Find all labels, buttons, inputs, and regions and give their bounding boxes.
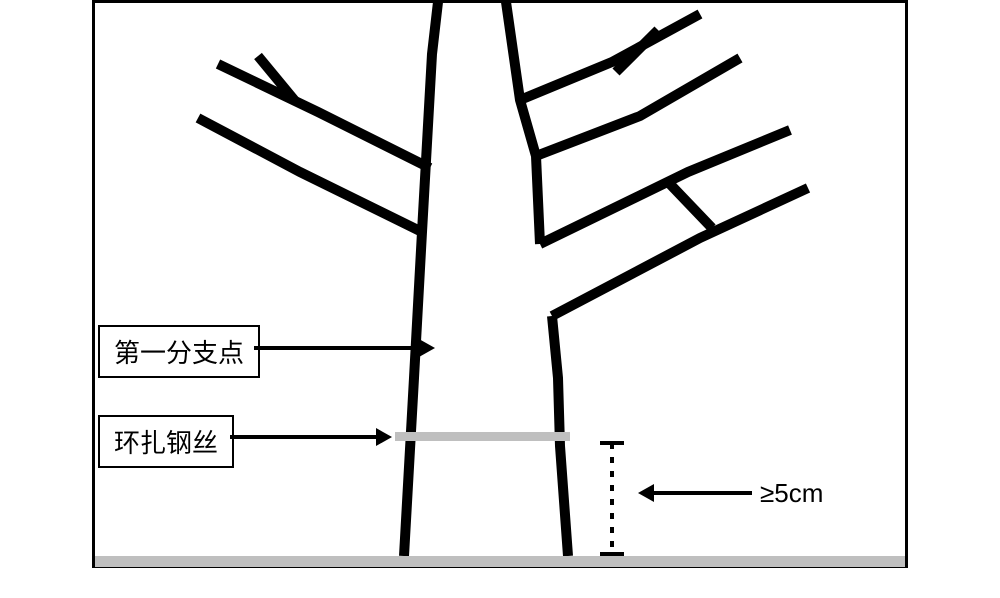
arrow-dimension: [652, 491, 752, 495]
label-first-branch-point: 第一分支点: [98, 325, 260, 378]
label-cerclage-wire-text: 环扎钢丝: [114, 428, 218, 458]
dimension-label-text: ≥5cm: [760, 478, 823, 508]
dimension-label: ≥5cm: [760, 478, 823, 509]
arrow-branch-point-head: [419, 339, 435, 357]
label-first-branch-point-text: 第一分支点: [114, 338, 244, 368]
arrow-wire-head: [376, 428, 392, 446]
arrow-wire: [230, 435, 378, 439]
ground-line: [95, 556, 905, 567]
arrow-branch-point: [254, 346, 421, 350]
tree-illustration: [0, 0, 1000, 598]
cerclage-wire: [395, 432, 570, 441]
dimension-cap-top: [600, 441, 624, 445]
dimension-cap-bottom: [600, 552, 624, 556]
label-cerclage-wire: 环扎钢丝: [98, 415, 234, 468]
arrow-dimension-head: [638, 484, 654, 502]
